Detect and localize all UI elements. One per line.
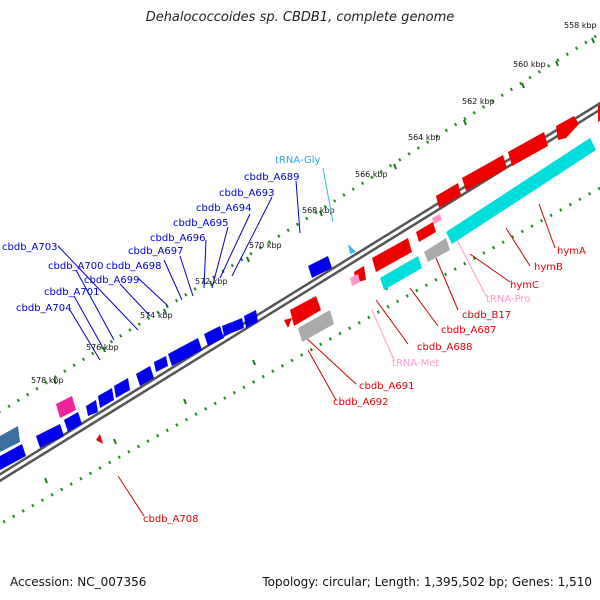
gene-arrow[interactable] (308, 256, 332, 278)
gene-label[interactable]: hymC (510, 280, 539, 291)
gene-arrow[interactable] (96, 434, 103, 444)
ruler-label: 560 kbp (513, 60, 546, 69)
outer-ruler (0, 34, 597, 414)
gene-arrow[interactable] (508, 132, 548, 166)
ruler-label: 574 kbp (140, 311, 173, 320)
gene-label[interactable]: cbdb_A708 (143, 514, 198, 525)
gene-arrow[interactable] (168, 338, 202, 366)
gene-label[interactable]: hymB (534, 262, 563, 273)
gene-label[interactable]: cbdb_A693 (219, 188, 274, 199)
ruler-label: 572 kbp (195, 277, 228, 286)
gene-arrow[interactable] (290, 296, 321, 326)
inner-leader-lines (117, 203, 556, 517)
gene-arrow[interactable] (204, 326, 224, 346)
ruler-label: 558 kbp (564, 21, 597, 30)
gene-arrow[interactable] (98, 388, 114, 408)
gene-label[interactable]: tRNA-Gly (275, 155, 320, 166)
gene-label[interactable]: cbdb_A700 (48, 261, 103, 272)
gene-label[interactable]: cbdb_A692 (333, 397, 388, 408)
gene-arrow[interactable] (284, 318, 292, 328)
gene-arrow[interactable] (436, 183, 461, 208)
gene-arrow[interactable] (136, 366, 154, 386)
rna-genes (56, 138, 596, 418)
gene-arrow[interactable] (154, 356, 168, 372)
gene-label[interactable]: cbdb_A697 (128, 246, 183, 257)
grey-gene[interactable] (424, 238, 450, 262)
ruler-label: 564 kbp (408, 133, 441, 142)
inner-gene-labels: hymA hymB hymC tRNA-Pro cbdb_B17 cbdb_A6… (143, 246, 586, 525)
outer-leader-lines (57, 180, 301, 361)
forward-strand-genes (96, 104, 600, 444)
map-title: Dehalococcoides sp. CBDB1, complete geno… (145, 10, 455, 25)
ruler-label: 570 kbp (249, 241, 282, 250)
gene-arrow[interactable] (36, 424, 64, 448)
rna-gene[interactable] (446, 138, 596, 244)
genome-summary-text: Topology: circular; Length: 1,395,502 bp… (262, 575, 592, 589)
trna-gene[interactable] (56, 396, 76, 418)
trna-gene[interactable] (350, 274, 360, 286)
gene-label[interactable]: cbdb_A694 (196, 203, 251, 214)
gene-label[interactable]: cbdb_A701 (44, 287, 99, 298)
gene-arrow[interactable] (64, 412, 82, 432)
ruler-label: 576 kbp (86, 343, 119, 352)
gene-arrow[interactable] (232, 318, 244, 332)
gene-label[interactable]: cbdb_A696 (150, 233, 205, 244)
gene-arrow[interactable] (556, 116, 579, 140)
gene-arrow[interactable] (372, 238, 412, 272)
trna-gly-leader (322, 167, 334, 223)
trna-gene[interactable] (348, 244, 356, 254)
gene-arrow[interactable] (222, 322, 234, 336)
gene-arrow[interactable] (416, 222, 436, 242)
accession-text: Accession: NC_007356 (10, 575, 147, 589)
gene-label[interactable]: tRNA-Met (392, 358, 439, 369)
reverse-strand-genes (0, 256, 332, 470)
gene-arrow[interactable] (462, 155, 507, 191)
ruler-label: 568 kbp (302, 206, 335, 215)
gene-label[interactable]: cbdb_A704 (16, 303, 71, 314)
gene-label[interactable]: cbdb_A698 (106, 261, 161, 272)
gene-label[interactable]: hymA (557, 246, 586, 257)
gene-label[interactable]: cbdb_B17 (462, 310, 511, 321)
inner-ruler (0, 186, 600, 526)
gene-label[interactable]: cbdb_A687 (441, 325, 496, 336)
ruler-label: 566 kbp (355, 170, 388, 179)
gene-label[interactable]: cbdb_A691 (359, 381, 414, 392)
outer-gene-labels: tRNA-Gly cbdb_A689 cbdb_A693 cbdb_A694 c… (2, 155, 320, 314)
gene-arrow[interactable] (86, 400, 98, 416)
ruler-label: 562 kbp (462, 97, 495, 106)
rna-gene[interactable] (380, 256, 422, 290)
gene-arrow[interactable] (0, 444, 26, 470)
grey-gene[interactable] (298, 310, 334, 342)
gene-label[interactable]: cbdb_A695 (173, 218, 228, 229)
gene-label[interactable]: cbdb_A689 (244, 172, 299, 183)
gene-label[interactable]: cbdb_A703 (2, 242, 57, 253)
gene-arrow[interactable] (114, 378, 130, 398)
pink-leader-lines (371, 237, 487, 361)
trna-gene[interactable] (432, 214, 442, 224)
gene-label[interactable]: cbdb_A688 (417, 342, 472, 353)
gene-arrow[interactable] (244, 310, 258, 328)
gene-label[interactable]: cbdb_A699 (84, 275, 139, 286)
gene-arrow[interactable] (0, 426, 20, 452)
gene-label[interactable]: tRNA-Pro (486, 294, 530, 305)
ruler-label-group: 558 kbp 560 kbp 562 kbp 564 kbp 566 kbp … (31, 21, 597, 385)
ruler-label: 578 kbp (31, 376, 64, 385)
